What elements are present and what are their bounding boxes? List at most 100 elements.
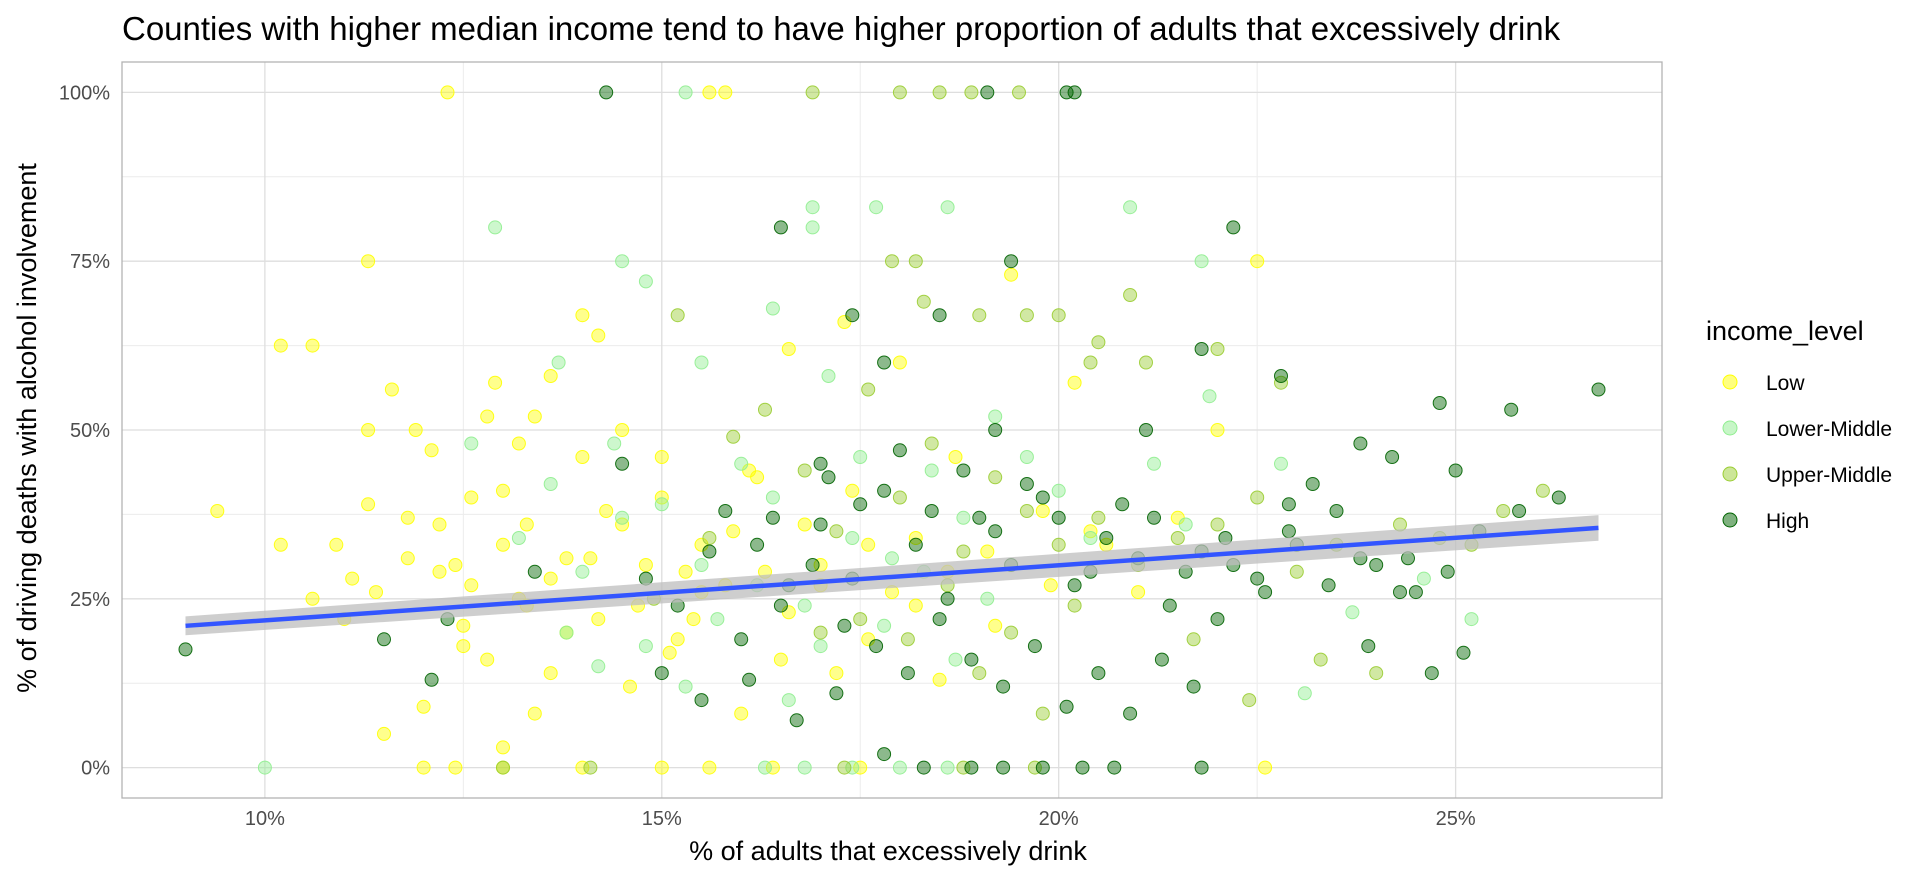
data-point <box>416 699 431 714</box>
data-point <box>1091 335 1106 350</box>
data-point <box>670 632 685 647</box>
data-point <box>1242 693 1257 708</box>
data-point <box>432 564 447 579</box>
data-point <box>837 760 852 775</box>
data-point <box>1067 578 1082 593</box>
data-point <box>1012 85 1026 100</box>
data-point <box>1035 490 1050 505</box>
data-point <box>1051 308 1066 323</box>
data-point <box>1297 686 1312 701</box>
data-point <box>1289 564 1304 579</box>
data-point <box>678 564 693 579</box>
data-point <box>821 470 836 485</box>
data-point <box>424 443 439 458</box>
data-point <box>1035 760 1050 775</box>
data-point <box>686 612 701 627</box>
data-point <box>956 463 971 478</box>
data-point <box>1067 375 1082 390</box>
data-point <box>1369 558 1384 572</box>
data-point <box>1258 760 1273 775</box>
data-point <box>480 409 495 424</box>
data-point <box>765 301 780 316</box>
data-point <box>591 612 606 627</box>
data-point <box>1123 706 1138 721</box>
data-point <box>1123 288 1138 302</box>
data-point <box>654 760 669 775</box>
data-point <box>377 726 391 741</box>
data-point <box>559 625 574 640</box>
y-tick-label: 25% <box>70 589 110 611</box>
data-point <box>1035 504 1050 518</box>
data-point <box>496 760 510 775</box>
data-point <box>1027 760 1042 775</box>
data-point <box>1004 267 1019 282</box>
data-point <box>956 760 971 775</box>
data-point <box>1186 632 1201 647</box>
data-point <box>861 382 876 397</box>
data-point <box>329 537 344 552</box>
data-point <box>829 524 844 539</box>
data-point <box>694 693 709 708</box>
legend-key <box>1722 512 1738 528</box>
data-point <box>773 652 788 667</box>
data-point <box>988 409 1003 424</box>
data-point <box>1202 389 1217 404</box>
x-axis-title: % of adults that excessively drink <box>689 836 1087 866</box>
data-point <box>845 483 860 498</box>
data-point <box>980 85 995 100</box>
data-point <box>1385 450 1400 464</box>
data-point <box>924 436 939 451</box>
data-point <box>892 355 907 370</box>
legend-key <box>1722 374 1738 390</box>
data-point <box>1281 524 1296 539</box>
data-point <box>1504 402 1519 417</box>
data-point <box>1131 585 1146 600</box>
data-point <box>702 544 717 559</box>
data-point <box>361 497 376 512</box>
data-point <box>591 659 606 674</box>
data-point <box>1178 517 1193 532</box>
data-point <box>1083 531 1098 545</box>
data-point <box>488 220 503 235</box>
legend-title: income_level <box>1706 316 1864 346</box>
data-point <box>1162 598 1177 613</box>
data-point <box>543 571 558 586</box>
data-point <box>1464 612 1479 627</box>
data-point <box>1194 760 1209 775</box>
data-point <box>1274 369 1288 383</box>
data-point <box>1019 308 1034 323</box>
data-point <box>432 517 447 532</box>
data-point <box>1170 531 1185 545</box>
data-point <box>416 760 431 775</box>
data-point <box>797 517 812 532</box>
legend-label: Low <box>1766 372 1805 395</box>
data-point <box>948 652 963 667</box>
data-point <box>924 463 939 478</box>
data-point <box>345 571 360 586</box>
data-point <box>805 220 820 235</box>
data-point <box>511 531 526 545</box>
data-point <box>543 477 558 491</box>
data-point <box>361 254 376 269</box>
data-point <box>765 490 780 505</box>
data-point <box>885 254 899 269</box>
data-point <box>273 537 288 552</box>
data-point <box>988 524 1003 539</box>
data-point <box>1512 504 1527 518</box>
data-point <box>829 666 844 681</box>
data-point <box>1432 396 1447 410</box>
data-point <box>813 639 828 654</box>
data-point <box>845 308 860 323</box>
data-point <box>972 308 987 323</box>
data-point <box>1051 537 1066 552</box>
y-tick-label: 0% <box>81 758 110 780</box>
data-point <box>765 760 780 775</box>
data-point <box>869 200 884 215</box>
data-point <box>496 483 510 498</box>
data-point <box>456 639 471 654</box>
data-point <box>885 551 899 566</box>
data-point <box>1186 679 1201 694</box>
data-point <box>408 423 423 437</box>
data-point <box>781 693 796 708</box>
